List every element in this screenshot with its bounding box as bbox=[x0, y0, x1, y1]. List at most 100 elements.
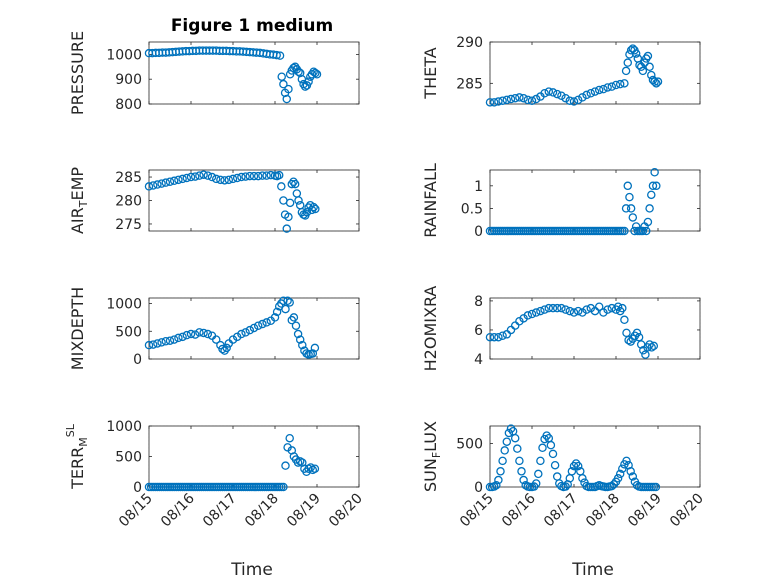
data-point bbox=[649, 341, 659, 351]
y-tick-label: 500 bbox=[115, 324, 142, 340]
data-point bbox=[237, 172, 246, 182]
data-point bbox=[510, 433, 520, 443]
data-point bbox=[594, 302, 604, 311]
data-point bbox=[290, 179, 300, 189]
data-point bbox=[144, 182, 154, 191]
data-point bbox=[502, 95, 512, 105]
y-tick-label: 285 bbox=[456, 76, 483, 92]
y-axis-label: AIRTEMP bbox=[68, 167, 90, 234]
data-point bbox=[531, 308, 541, 317]
data-point bbox=[287, 179, 297, 189]
data-point bbox=[249, 323, 259, 333]
data-point bbox=[561, 305, 570, 314]
data-point bbox=[615, 79, 625, 89]
data-point bbox=[245, 325, 255, 335]
data-point bbox=[544, 87, 554, 96]
data-point bbox=[262, 171, 271, 180]
data-point bbox=[165, 336, 175, 345]
data-point bbox=[557, 91, 566, 100]
data-point bbox=[622, 456, 631, 466]
data-point bbox=[648, 181, 658, 191]
data-point bbox=[590, 306, 600, 316]
y-axis-label: PRESSURE bbox=[68, 31, 87, 115]
data-point bbox=[220, 176, 229, 185]
data-point bbox=[631, 49, 641, 58]
data-point bbox=[494, 97, 503, 106]
data-point bbox=[498, 96, 507, 105]
data-point bbox=[309, 202, 318, 212]
figure-title: Figure 1 medium bbox=[171, 16, 333, 36]
data-point bbox=[195, 171, 204, 180]
data-point bbox=[620, 79, 629, 88]
data-point bbox=[195, 328, 204, 337]
data-series bbox=[144, 296, 320, 359]
data-point bbox=[498, 331, 507, 341]
data-point bbox=[548, 449, 558, 459]
data-point bbox=[274, 170, 284, 180]
data-point bbox=[527, 309, 537, 319]
data-point bbox=[569, 461, 579, 471]
data-point bbox=[291, 321, 301, 330]
data-point bbox=[531, 479, 541, 488]
data-point bbox=[277, 182, 286, 191]
data-point bbox=[186, 329, 196, 339]
data-point bbox=[651, 482, 661, 492]
data-point bbox=[282, 94, 292, 104]
data-point bbox=[607, 481, 617, 491]
data-point bbox=[178, 332, 187, 342]
data-point bbox=[284, 212, 293, 222]
data-point bbox=[174, 175, 183, 185]
data-point bbox=[573, 306, 583, 316]
data-point bbox=[285, 198, 295, 208]
y-tick-label: 1000 bbox=[106, 297, 142, 313]
y-tick-label: 285 bbox=[115, 170, 142, 186]
data-point bbox=[485, 98, 495, 107]
data-point bbox=[611, 80, 621, 90]
data-point bbox=[270, 313, 280, 322]
y-axis-label: RAINFALL bbox=[421, 163, 440, 238]
data-point bbox=[310, 464, 320, 473]
data-point bbox=[506, 424, 516, 433]
data-point bbox=[218, 344, 227, 354]
data-point bbox=[573, 461, 583, 471]
y-tick-label: 0 bbox=[133, 480, 142, 496]
y-axis-label-part: THETA bbox=[421, 47, 440, 99]
data-point bbox=[632, 328, 642, 338]
data-series bbox=[485, 168, 661, 236]
data-point bbox=[510, 321, 520, 330]
y-tick-label: 6 bbox=[474, 323, 483, 339]
data-point bbox=[640, 58, 649, 67]
data-point bbox=[578, 93, 587, 102]
data-point bbox=[496, 467, 505, 476]
data-point bbox=[519, 314, 528, 323]
data-point bbox=[211, 174, 221, 184]
data-point bbox=[548, 303, 558, 313]
data-point bbox=[489, 482, 499, 491]
data-point bbox=[650, 77, 659, 86]
data-point bbox=[546, 440, 556, 450]
data-point bbox=[650, 168, 659, 177]
data-point bbox=[548, 88, 558, 97]
data-point bbox=[582, 90, 591, 100]
y-tick-label: 0 bbox=[133, 352, 142, 368]
data-point bbox=[258, 171, 267, 180]
data-point bbox=[500, 446, 509, 455]
data-point bbox=[284, 84, 293, 94]
data-point bbox=[294, 196, 303, 205]
data-point bbox=[308, 349, 318, 358]
data-point bbox=[174, 333, 183, 343]
data-point bbox=[262, 318, 271, 327]
data-point bbox=[561, 482, 570, 491]
data-point bbox=[312, 69, 322, 79]
data-point bbox=[639, 346, 648, 355]
data-point bbox=[489, 332, 499, 342]
data-point bbox=[216, 175, 225, 185]
data-point bbox=[203, 171, 213, 180]
data-point bbox=[540, 305, 549, 314]
data-point bbox=[638, 66, 648, 76]
data-series bbox=[144, 170, 320, 233]
data-point bbox=[157, 179, 166, 188]
y-axis-label-part: SL bbox=[64, 423, 77, 437]
